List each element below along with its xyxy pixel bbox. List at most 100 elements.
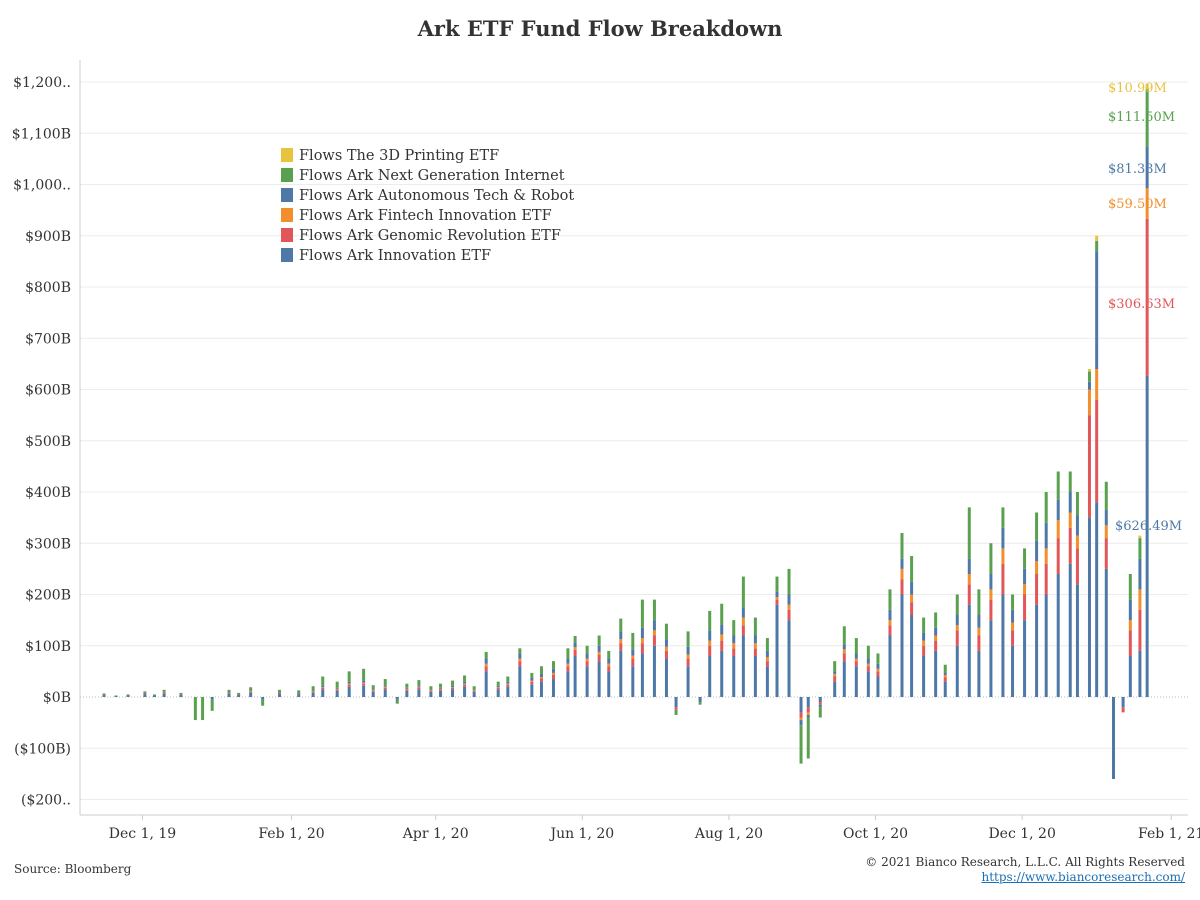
- value-annotation: $81.33M: [1108, 162, 1167, 177]
- bar-segment: [506, 684, 510, 687]
- bar-segment: [227, 693, 231, 697]
- bar-segment: [674, 707, 678, 710]
- y-tick-label: $900B: [25, 229, 71, 245]
- bar-segment: [1044, 492, 1048, 523]
- bar-segment: [227, 692, 231, 693]
- bar-segment: [335, 689, 339, 691]
- bar-segment: [484, 651, 488, 659]
- bar-segment: [664, 650, 668, 659]
- bar-segment: [472, 691, 476, 698]
- bar-segment: [277, 692, 281, 694]
- bar-segment: [496, 689, 500, 697]
- bar-segment: [539, 678, 543, 682]
- bar-segment: [539, 666, 543, 674]
- bar-segment: [585, 658, 589, 662]
- bar-segment: [484, 666, 488, 672]
- bar-segment: [1095, 240, 1099, 252]
- bar-segment: [720, 624, 724, 635]
- bar-segment: [362, 680, 366, 683]
- bar-segment: [708, 645, 712, 656]
- bar-segment: [126, 695, 130, 697]
- bar-segment: [439, 683, 443, 688]
- bar-segment: [496, 687, 500, 688]
- bar-segment: [686, 666, 690, 697]
- bar-segment: [261, 697, 265, 700]
- bar-segment: [1023, 594, 1027, 621]
- y-tick-label: $200B: [25, 588, 71, 604]
- bar-segment: [910, 556, 914, 582]
- bar-segment: [383, 686, 387, 688]
- bar-segment: [900, 568, 904, 580]
- bar-segment: [463, 681, 467, 684]
- bar-segment: [405, 683, 409, 688]
- bar-segment: [551, 674, 555, 680]
- bar-segment: [1023, 584, 1027, 595]
- bar-segment: [775, 599, 779, 605]
- bar-segment: [1075, 584, 1079, 697]
- bar-segment: [833, 671, 837, 674]
- x-tick-label: Dec 1, 19: [109, 826, 176, 842]
- bar-segment: [775, 597, 779, 600]
- bar-segment: [347, 671, 351, 682]
- bar-segment: [463, 686, 467, 697]
- bar-segment: [833, 681, 837, 698]
- bar-segment: [143, 694, 147, 697]
- bar-segment: [732, 620, 736, 636]
- bar-segment: [1145, 375, 1149, 697]
- bar-segment: [631, 632, 635, 650]
- bar-segment: [866, 671, 870, 698]
- bar-segment: [619, 639, 623, 644]
- bar-segment: [1104, 525, 1108, 539]
- bar-segment: [741, 607, 745, 618]
- bar-segment: [720, 634, 724, 641]
- bar-segment: [530, 681, 534, 685]
- bar-segment: [818, 707, 822, 718]
- bar-segment: [741, 635, 745, 697]
- axes: $1,200.. $1,100B $1,000.. $900B $800B $700B $6…: [12, 60, 1200, 842]
- bar-segment: [686, 646, 690, 655]
- bar-segment: [597, 645, 601, 652]
- bar-segment: [321, 676, 325, 686]
- y-tick-label: $700B: [25, 331, 71, 347]
- bar-segment: [1035, 540, 1039, 562]
- legend: Flows The 3D Printing ETF Flows Ark Next …: [281, 148, 574, 264]
- bar-segment: [888, 635, 892, 697]
- bar-segment: [652, 630, 656, 636]
- bar-segment: [753, 643, 757, 649]
- bar-segment: [539, 673, 543, 678]
- bar-segment: [1095, 502, 1099, 697]
- bar-segment: [439, 687, 443, 689]
- bar-segment: [1138, 650, 1142, 698]
- website-link[interactable]: https://www.biancoresearch.com/: [981, 870, 1185, 884]
- bar-segment: [922, 617, 926, 633]
- bar-segment: [753, 617, 757, 636]
- bar-segment: [1056, 499, 1060, 521]
- bar-segment: [866, 658, 870, 664]
- bar-segment: [585, 666, 589, 697]
- bar-segment: [249, 687, 253, 691]
- bar-segment: [1044, 563, 1048, 595]
- bar-segment: [989, 589, 993, 600]
- bar-segment: [417, 687, 421, 690]
- bar-segment: [383, 689, 387, 697]
- y-tick-label: $1,200..: [13, 75, 71, 91]
- bar-segment: [876, 668, 880, 672]
- bar-segment: [539, 681, 543, 698]
- value-annotation: $10.99M: [1108, 81, 1167, 96]
- copyright-note: © 2021 Bianco Research, L.L.C. All Right…: [865, 855, 1185, 869]
- bar-segment: [297, 690, 301, 694]
- bar-segment: [799, 712, 803, 718]
- legend-label: Flows The 3D Printing ETF: [299, 148, 499, 164]
- bar-segment: [732, 643, 736, 649]
- x-tick-label: Aug 1, 20: [694, 826, 763, 842]
- value-annotation: $626.49M: [1115, 519, 1182, 534]
- bar-segment: [573, 647, 577, 650]
- bar-segment: [405, 688, 409, 690]
- bar-segment: [261, 699, 265, 706]
- bar-segment: [1035, 574, 1039, 605]
- bar-segment: [1128, 630, 1132, 657]
- bar-segment: [472, 686, 476, 690]
- bar-segment: [551, 672, 555, 675]
- bar-segment: [518, 658, 522, 662]
- bar-segment: [383, 687, 387, 690]
